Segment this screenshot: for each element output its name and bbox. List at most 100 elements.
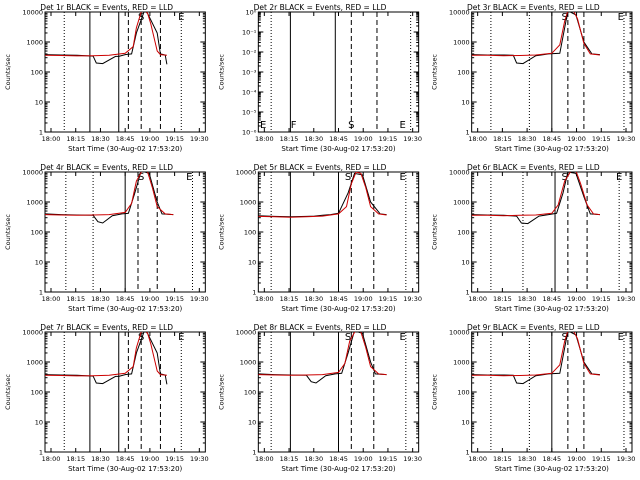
plot-frame [471,171,633,293]
lld-series-line [471,12,600,57]
lld-series-line [471,172,600,217]
y-tick-label: 10000 [236,329,257,337]
x-tick-label: 19:30 [190,295,209,303]
marker-letter: S [138,172,144,183]
panel-title: Det 1r BLACK = Events, RED = LLD [40,3,173,12]
x-tick-label: 18:00 [255,135,274,143]
y-tick-label: 10⁰ [245,9,256,17]
x-tick-label: 19:00 [141,455,160,463]
y-tick-label: 1 [466,129,470,137]
y-tick-label: 1 [39,129,43,137]
y-tick-label: 10 [461,99,469,107]
y-tick-label: 10⁻² [242,49,257,57]
y-tick-label: 10000 [449,329,470,337]
detector-panel: Det 2r BLACK = Events, RED = LLD 10⁻⁶ 10⁻⁵… [217,3,422,153]
lld-series-line [45,12,167,57]
x-axis-label: Start Time (30-Aug-02 17:53:20) [281,465,395,473]
lld-series-line [45,332,167,377]
x-tick-label: 19:15 [165,455,184,463]
marker-letter: S [348,120,354,131]
marker-letter: E [260,120,266,131]
x-axis-label: Start Time (30-Aug-02 17:53:20) [281,145,395,153]
y-tick-label: 10000 [449,169,470,177]
x-axis-label: Start Time (30-Aug-02 17:53:20) [281,305,395,313]
x-tick-label: 19:30 [403,295,422,303]
y-axis-label: Counts/sec [431,374,439,410]
y-tick-label: 10⁻¹ [242,29,257,37]
x-tick-label: 19:15 [165,295,184,303]
x-tick-label: 18:15 [493,135,512,143]
x-tick-label: 19:30 [190,455,209,463]
x-tick-label: 19:30 [617,135,636,143]
marker-letter: S [138,12,144,23]
y-tick-label: 1 [466,449,470,457]
y-tick-label: 1 [39,289,43,297]
panel-title: Det 4r BLACK = Events, RED = LLD [40,163,173,172]
y-tick-label: 10 [248,419,256,427]
x-tick-label: 19:30 [617,295,636,303]
x-tick-label: 19:00 [354,135,373,143]
x-tick-label: 19:30 [617,455,636,463]
x-tick-label: 19:00 [567,295,586,303]
marker-letter: E [616,172,622,183]
lld-series-line [45,172,174,216]
panel-title: Det 8r BLACK = Events, RED = LLD [254,323,387,332]
y-tick-label: 10000 [22,169,43,177]
y-tick-label: 10 [461,419,469,427]
x-axis-label: Start Time (30-Aug-02 17:53:20) [68,145,182,153]
x-tick-label: 18:15 [66,455,85,463]
x-tick-label: 18:45 [542,295,561,303]
detector-panel: Det 1r BLACK = Events, RED = LLD 1 10 100 10… [4,3,209,153]
y-tick-label: 1000 [453,359,470,367]
lld-series-line [258,172,387,218]
x-tick-label: 19:15 [592,135,611,143]
detector-panel: Det 4r BLACK = Events, RED = LLD 1 10 100 10… [4,163,209,313]
y-tick-label: 10000 [22,9,43,17]
y-tick-label: 100 [31,229,43,237]
y-tick-label: 10 [35,259,43,267]
x-tick-label: 18:45 [542,135,561,143]
marker-letter: E [178,332,184,343]
panel-title: Det 3r BLACK = Events, RED = LLD [467,3,600,12]
panel-title: Det 9r BLACK = Events, RED = LLD [467,323,600,332]
y-tick-label: 1000 [240,359,257,367]
x-tick-label: 18:15 [280,295,299,303]
y-tick-label: 10⁻⁵ [242,109,257,117]
lld-series-line [471,332,600,377]
y-axis-label: Counts/sec [431,54,439,90]
x-tick-label: 18:30 [518,455,537,463]
marker-letter: E [399,172,405,183]
y-tick-label: 1 [39,449,43,457]
y-tick-label: 1000 [26,359,43,367]
x-tick-label: 18:15 [66,135,85,143]
y-tick-label: 100 [31,389,43,397]
y-axis-label: Counts/sec [4,214,12,250]
y-tick-label: 1 [252,449,256,457]
y-tick-label: 10 [461,259,469,267]
marker-letter: S [561,172,567,183]
x-axis-label: Start Time (30-Aug-02 17:53:20) [495,465,609,473]
x-axis-label: Start Time (30-Aug-02 17:53:20) [495,305,609,313]
x-axis-label: Start Time (30-Aug-02 17:53:20) [495,145,609,153]
y-tick-label: 100 [244,389,256,397]
x-tick-label: 18:15 [280,135,299,143]
y-tick-label: 1000 [453,39,470,47]
y-tick-label: 100 [457,389,469,397]
y-tick-label: 1 [252,289,256,297]
events-series-line [45,332,168,385]
y-tick-label: 10⁻³ [242,69,257,77]
x-tick-label: 19:15 [592,295,611,303]
marker-letter: F [291,120,297,131]
x-tick-label: 19:15 [379,455,398,463]
marker-letter: S [345,332,351,343]
x-tick-label: 18:00 [468,455,487,463]
x-tick-label: 18:30 [304,135,323,143]
panel-title: Det 7r BLACK = Events, RED = LLD [40,323,173,332]
y-tick-label: 10000 [236,169,257,177]
y-tick-label: 10 [35,419,43,427]
y-tick-label: 10 [248,259,256,267]
x-tick-label: 18:00 [468,295,487,303]
x-axis-label: Start Time (30-Aug-02 17:53:20) [68,465,182,473]
y-tick-label: 1000 [26,39,43,47]
x-tick-label: 18:15 [493,295,512,303]
